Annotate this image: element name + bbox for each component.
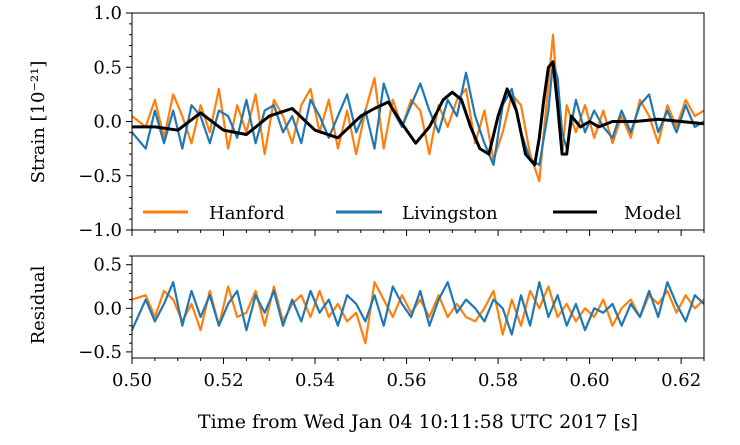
residual-line-livingston bbox=[132, 281, 704, 336]
strain-line-hanford bbox=[132, 33, 704, 183]
strain-y-axis-label: Strain [10⁻²¹] bbox=[28, 61, 49, 184]
legend: Hanford Livingston Model bbox=[143, 203, 681, 224]
x-tick-label: 0.52 bbox=[203, 370, 243, 391]
strain-y-tick-label: 0.0 bbox=[93, 112, 122, 133]
residual-axes-frame bbox=[131, 255, 705, 359]
x-tick-label: 0.50 bbox=[112, 370, 152, 391]
x-tick-label: 0.56 bbox=[387, 370, 427, 391]
strain-line-livingston bbox=[132, 60, 704, 166]
strain-y-tick-label: 0.5 bbox=[93, 57, 122, 78]
residual-y-tick-label: 0.5 bbox=[93, 255, 122, 276]
x-tick-label: 0.54 bbox=[295, 370, 335, 391]
residual-series-group bbox=[132, 281, 704, 345]
x-tick-label: 0.62 bbox=[661, 370, 701, 391]
residual-y-ticks: 0.5 0.0 −0.5 bbox=[78, 255, 132, 363]
strain-y-tick-label: −0.5 bbox=[78, 166, 122, 187]
legend-label-model: Model bbox=[624, 203, 681, 224]
legend-label-livingston: Livingston bbox=[402, 203, 498, 224]
x-axis-label: Time from Wed Jan 04 10:11:58 UTC 2017 [… bbox=[198, 411, 638, 433]
residual-line-hanford bbox=[132, 281, 704, 345]
residual-panel: 0.50.0−0.5 0.50 0.52 0.54 0.56 0.58 0.60 0.62 … bbox=[28, 255, 705, 433]
residual-x-ticks: 0.50 0.52 0.54 0.56 0.58 0.60 0.62 bbox=[112, 358, 705, 391]
x-tick-label: 0.60 bbox=[570, 370, 610, 391]
strain-y-tick-label: 1.0 bbox=[93, 3, 122, 24]
strain-line-model bbox=[132, 60, 704, 167]
legend-label-hanford: Hanford bbox=[209, 203, 285, 224]
residual-y-axis-label: Residual bbox=[28, 265, 49, 344]
strain-panel: 1.0 0.5 0.0 −0.5 −1.0 Strain [10⁻²¹] Hanford… bbox=[28, 3, 705, 241]
residual-y-tick-label: 0.0 bbox=[93, 298, 122, 319]
strain-y-ticks: 1.0 0.5 0.0 −0.5 −1.0 bbox=[78, 3, 132, 241]
strain-series-group bbox=[132, 33, 704, 183]
x-tick-label: 0.58 bbox=[478, 370, 518, 391]
strain-x-ticks bbox=[131, 230, 705, 236]
residual-y-tick-label: −0.5 bbox=[78, 342, 122, 363]
strain-y-tick-label: −1.0 bbox=[78, 220, 122, 241]
